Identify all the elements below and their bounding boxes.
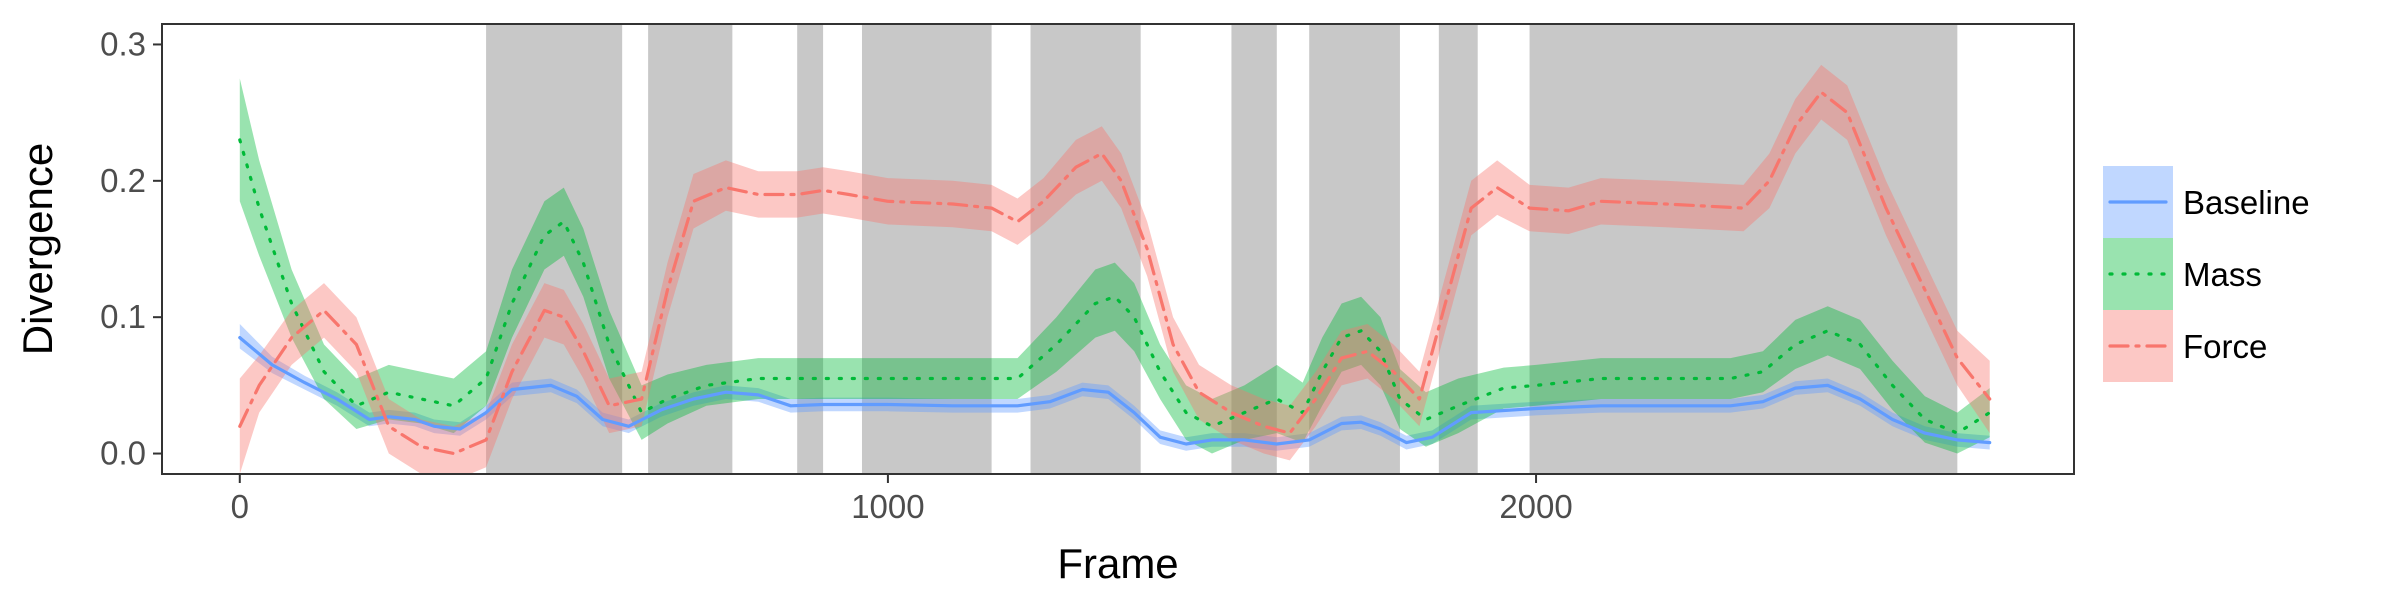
legend: Baseline Mass Force bbox=[2103, 166, 2310, 382]
x-tick-label: 0 bbox=[231, 488, 249, 525]
force-line bbox=[238, 90, 1992, 456]
legend-label-force: Force bbox=[2183, 328, 2267, 365]
shaded-region-6 bbox=[1231, 24, 1277, 474]
confidence-bands bbox=[239, 64, 1990, 474]
mass-line bbox=[238, 138, 1992, 435]
x-axis-title: Frame bbox=[1057, 540, 1178, 587]
axes: 0 1000 2000 0.0 0.1 0.2 0.3 bbox=[100, 25, 1573, 525]
force-band bbox=[239, 64, 1990, 474]
shaded-regions bbox=[486, 24, 1958, 474]
legend-item-baseline: Baseline bbox=[2103, 166, 2310, 238]
shaded-region-7 bbox=[1309, 24, 1400, 474]
shaded-region-8 bbox=[1438, 24, 1478, 474]
series-lines bbox=[238, 90, 1992, 456]
y-tick-label: 0.0 bbox=[100, 435, 146, 472]
shaded-region-3 bbox=[797, 24, 824, 474]
panel-border bbox=[161, 23, 2075, 475]
x-tick-label: 2000 bbox=[1499, 488, 1572, 525]
mass-band bbox=[239, 78, 1990, 454]
y-axis-title: Divergence bbox=[14, 143, 61, 355]
legend-label-mass: Mass bbox=[2183, 256, 2262, 293]
y-tick-label: 0.1 bbox=[100, 298, 146, 335]
x-tick-label: 1000 bbox=[851, 488, 924, 525]
shaded-region-4 bbox=[861, 24, 992, 474]
shaded-region-5 bbox=[1030, 24, 1141, 474]
y-tick-label: 0.3 bbox=[100, 25, 146, 62]
legend-label-baseline: Baseline bbox=[2183, 184, 2310, 221]
shaded-region-1 bbox=[486, 24, 623, 474]
legend-item-force: Force bbox=[2103, 310, 2267, 382]
baseline-line bbox=[238, 336, 1992, 446]
legend-item-mass: Mass bbox=[2103, 238, 2262, 310]
shaded-region-9 bbox=[1529, 24, 1958, 474]
y-tick-label: 0.2 bbox=[100, 162, 146, 199]
